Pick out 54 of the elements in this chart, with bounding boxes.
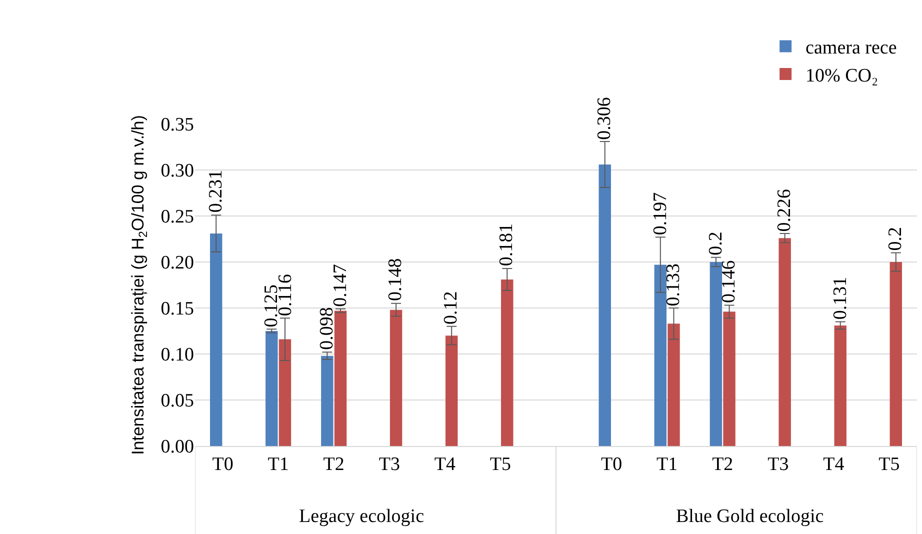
data-label: 0.306 — [594, 97, 615, 140]
bar — [710, 262, 722, 446]
bar — [445, 336, 458, 446]
data-label: 0.231 — [206, 170, 227, 213]
bar — [390, 310, 402, 446]
data-label: 0.2 — [885, 226, 906, 251]
bar — [501, 279, 514, 446]
x-tick-label: T3 — [378, 454, 400, 475]
data-label: 0.226 — [774, 189, 795, 232]
data-label: 0.197 — [650, 192, 671, 236]
data-label: 0.12 — [440, 291, 462, 324]
bar — [723, 312, 736, 446]
x-tick-label: T0 — [600, 454, 622, 475]
bar — [890, 262, 902, 446]
y-tick-label: 0.05 — [160, 390, 194, 412]
y-tick-label: 0.00 — [160, 436, 194, 458]
text: Legacy ecologic — [299, 506, 424, 527]
data-label: 0.2 — [706, 232, 727, 256]
data-label: 0.131 — [830, 276, 852, 320]
x-tick-label: T2 — [712, 454, 734, 475]
bar — [668, 324, 680, 446]
data-label: 0.133 — [663, 263, 684, 306]
bar — [266, 331, 278, 446]
x-tick-label: T4 — [823, 454, 845, 475]
bar — [834, 325, 846, 446]
x-tick-label: T3 — [768, 454, 789, 475]
y-tick-label: 0.10 — [160, 344, 194, 366]
x-tick-label: T5 — [490, 454, 512, 475]
bar — [321, 356, 334, 446]
bar — [654, 264, 667, 446]
y-tick-label: 0.20 — [160, 252, 194, 274]
y-tick-label: 0.15 — [160, 298, 194, 320]
bar — [778, 238, 791, 446]
x-tick-label: T0 — [212, 454, 234, 475]
x-tick-label: T5 — [878, 454, 900, 475]
data-label: 0.147 — [330, 264, 352, 307]
y-tick-label: 0.35 — [160, 114, 194, 136]
bar — [210, 233, 222, 446]
text: Blue Gold ecologic — [676, 506, 824, 527]
x-tick-label: T2 — [323, 454, 344, 475]
data-label: 0.146 — [718, 260, 740, 304]
x-tick-label: T1 — [656, 454, 678, 475]
y-tick-label: 0.30 — [160, 160, 194, 182]
bar — [598, 164, 611, 446]
x-tick-label: T1 — [268, 454, 289, 475]
bar — [334, 310, 347, 446]
data-label: 0.098 — [316, 307, 338, 350]
bar — [278, 339, 292, 446]
data-label: 0.148 — [385, 258, 406, 301]
data-label: 0.181 — [496, 223, 518, 266]
y-tick-label: 0.25 — [160, 206, 194, 228]
legend-label: 10% CO₂ — [806, 65, 878, 86]
legend-label: camera rece — [806, 38, 897, 59]
x-tick-label: T4 — [434, 454, 456, 475]
